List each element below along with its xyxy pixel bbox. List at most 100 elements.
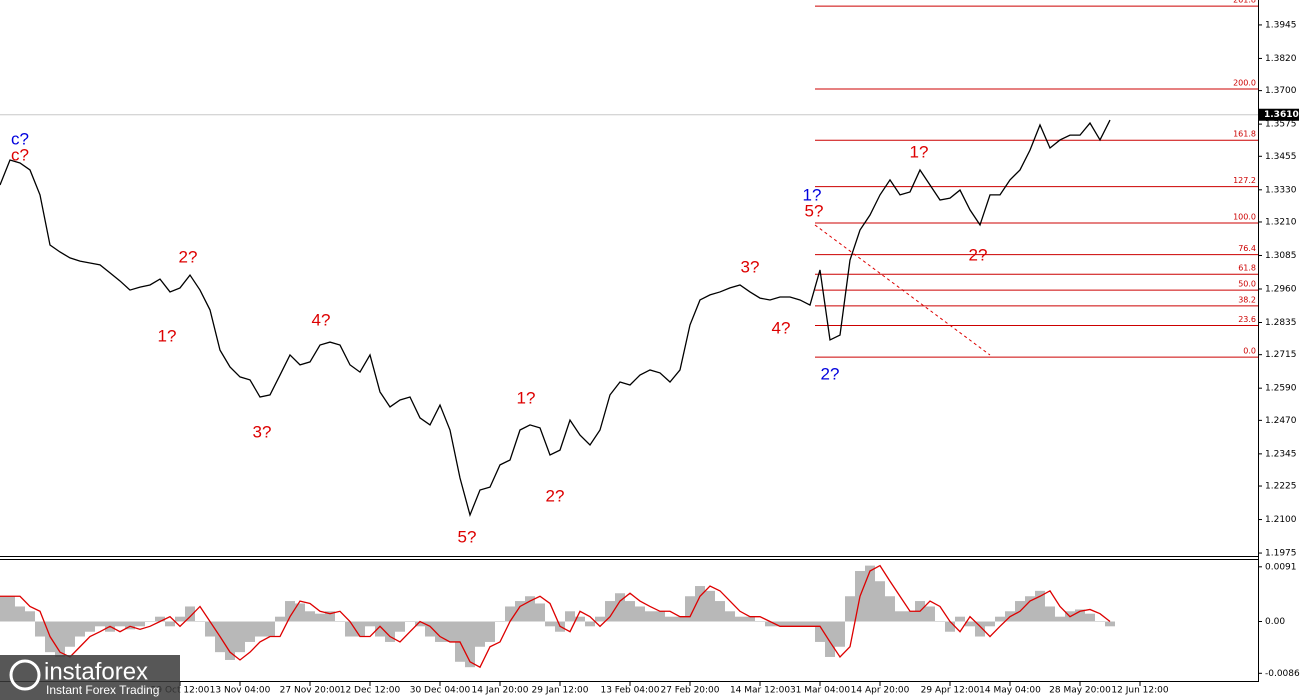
fib-label: 50.0 xyxy=(1238,280,1256,289)
wave-label: 2? xyxy=(969,245,988,264)
histogram-bar xyxy=(515,601,525,622)
histogram-bar xyxy=(315,613,325,622)
histogram-bar xyxy=(885,596,895,622)
fib-label: 127.2 xyxy=(1233,176,1256,185)
wave-label: c? xyxy=(11,129,29,148)
histogram-bar xyxy=(125,621,135,630)
y-tick-label: 1.2225 xyxy=(1265,482,1297,492)
y-tick-label: 1.3210 xyxy=(1265,217,1297,227)
y-tick-label: 0.0091 xyxy=(1265,562,1297,572)
histogram-bar xyxy=(375,621,385,637)
histogram-bar xyxy=(585,621,595,627)
histogram-bar xyxy=(655,611,665,622)
x-tick-label: 29 Oct 12:00 xyxy=(151,686,210,696)
histogram-bar xyxy=(865,565,875,622)
histogram-bar xyxy=(325,611,335,622)
y-tick-label: 1.3945 xyxy=(1265,20,1297,30)
histogram-bar xyxy=(185,606,195,622)
histogram-bar xyxy=(445,621,455,642)
histogram-bar xyxy=(535,603,545,622)
histogram-bar xyxy=(285,601,295,622)
histogram-bar xyxy=(225,621,235,660)
histogram-bar xyxy=(5,596,15,622)
histogram-bar xyxy=(115,621,125,627)
histogram-bar xyxy=(525,596,535,622)
y-tick-label: 1.2470 xyxy=(1265,416,1297,426)
histogram-bar xyxy=(695,586,705,622)
histogram-bar xyxy=(575,616,585,622)
y-tick-label: 1.2715 xyxy=(1265,350,1297,360)
x-tick-label: 28 May 20:00 xyxy=(1049,686,1111,696)
x-tick-label: 13 Nov 04:00 xyxy=(210,686,271,696)
histogram-bar xyxy=(465,621,475,668)
histogram-bar xyxy=(1095,621,1105,623)
histogram-bar xyxy=(945,621,955,632)
histogram-bar xyxy=(675,616,685,622)
histogram-bar xyxy=(95,621,105,627)
histogram-bar xyxy=(495,621,505,623)
wave-label: 2? xyxy=(179,247,198,266)
histogram-bar xyxy=(75,621,85,637)
wave-label: c? xyxy=(11,145,29,164)
histogram-bar xyxy=(645,611,655,622)
histogram-bar xyxy=(365,621,375,627)
signal-line xyxy=(0,564,1111,669)
x-tick-label: 13 Feb 04:00 xyxy=(600,686,659,696)
last-price-label: 1.3610 xyxy=(1264,110,1299,120)
fib-label: 200.0 xyxy=(1233,79,1256,88)
histogram-bar xyxy=(405,621,415,623)
histogram-bar xyxy=(275,616,285,622)
histogram-bar xyxy=(625,601,635,622)
histogram-bar xyxy=(775,621,785,627)
histogram-bar xyxy=(55,621,65,657)
histogram-bar xyxy=(705,590,715,622)
logo-tagline: Instant Forex Trading xyxy=(46,683,159,697)
wave-label: 4? xyxy=(312,310,331,329)
histogram-bar xyxy=(955,616,965,622)
y-tick-label: 1.3700 xyxy=(1265,86,1297,96)
y-tick-label: 1.2960 xyxy=(1265,284,1297,294)
price-line xyxy=(0,119,1111,518)
x-tick-label: 30 Dec 04:00 xyxy=(410,686,471,696)
histogram-bar xyxy=(905,611,915,622)
y-tick-label: 1.2590 xyxy=(1265,384,1297,394)
histogram-bar xyxy=(485,621,495,642)
histogram-bar xyxy=(825,621,835,657)
wave-label: 1? xyxy=(158,326,177,345)
histogram-bar xyxy=(205,621,215,637)
histogram-bar xyxy=(835,621,845,647)
x-tick-label: 12 Dec 12:00 xyxy=(340,686,401,696)
wave-label: 4? xyxy=(772,318,791,337)
histogram-bar xyxy=(1025,596,1035,622)
wave-label: 1? xyxy=(517,388,536,407)
histogram-bar xyxy=(805,621,815,627)
histogram-bar xyxy=(635,606,645,622)
histogram-bar xyxy=(975,621,985,637)
histogram-bar xyxy=(335,621,345,623)
histogram-bar xyxy=(665,616,675,622)
histogram-bar xyxy=(235,621,245,653)
wave-label: 1? xyxy=(803,185,822,204)
wave-label: 2? xyxy=(546,486,565,505)
x-tick-label: 27 Feb 20:00 xyxy=(660,686,719,696)
histogram-bar xyxy=(505,606,515,622)
logo: instaforex Instant Forex Trading xyxy=(0,655,180,700)
histogram-bar xyxy=(1075,609,1085,622)
histogram-bar xyxy=(435,621,445,642)
histogram-bar xyxy=(355,621,365,637)
wave-label: 5? xyxy=(805,201,824,220)
histogram-bar xyxy=(795,621,805,627)
fib-label: 61.8 xyxy=(1238,264,1256,273)
histogram-bar xyxy=(385,621,395,642)
x-tick-label: 14 Apr 20:00 xyxy=(851,686,910,696)
histogram-bar xyxy=(175,616,185,622)
histogram-bar xyxy=(85,621,95,632)
histogram-bar xyxy=(245,621,255,642)
y-tick-label: 1.3085 xyxy=(1265,251,1297,261)
x-tick-label: 29 Jan 12:00 xyxy=(532,686,589,696)
fib-label: 23.6 xyxy=(1238,315,1256,324)
x-tick-label: 12 Jun 12:00 xyxy=(1111,686,1168,696)
histogram-bar xyxy=(305,611,315,622)
